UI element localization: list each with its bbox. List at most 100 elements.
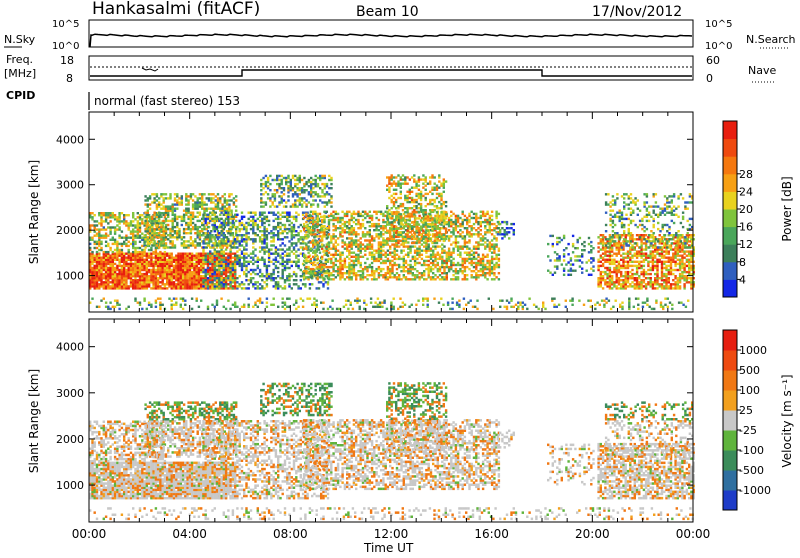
heatmap-cell — [434, 254, 436, 256]
heatmap-cell — [362, 219, 364, 221]
heatmap-cell — [448, 235, 450, 237]
heatmap-cell — [128, 214, 130, 216]
heatmap-cell — [391, 211, 393, 213]
heatmap-cell — [380, 268, 382, 270]
heatmap-cell — [344, 262, 346, 264]
heatmap-cell — [166, 259, 168, 261]
heatmap-cell — [162, 263, 164, 265]
heatmap-cell — [176, 208, 178, 210]
heatmap-cell — [141, 245, 143, 247]
heatmap-cell — [317, 266, 319, 268]
heatmap-cell — [261, 285, 263, 287]
heatmap-cell — [232, 277, 234, 279]
heatmap-cell — [167, 208, 169, 210]
heatmap-cell — [321, 201, 323, 203]
heatmap-cell — [146, 224, 148, 226]
heatmap-cell — [156, 220, 158, 222]
heatmap-cell — [319, 276, 321, 278]
heatmap-cell — [421, 250, 423, 252]
heatmap-cell — [191, 267, 193, 269]
heatmap-cell — [293, 261, 295, 263]
heatmap-cell — [373, 239, 375, 241]
heatmap-cell — [477, 243, 479, 245]
heatmap-cell — [209, 250, 211, 252]
heatmap-cell — [263, 248, 265, 250]
heatmap-cell — [227, 287, 229, 289]
heatmap-cell — [148, 263, 150, 265]
heatmap-cell — [302, 212, 304, 214]
heatmap-cell — [105, 241, 107, 243]
heatmap-cell — [139, 241, 141, 243]
heatmap-cell — [284, 267, 286, 269]
heatmap-cell — [405, 245, 407, 247]
heatmap-cell — [223, 267, 225, 269]
heatmap-cell — [184, 285, 186, 287]
heatmap-cell — [207, 230, 209, 232]
heatmap-cell — [325, 281, 327, 283]
heatmap-cell — [285, 181, 287, 183]
heatmap-cell — [160, 195, 162, 197]
heatmap-cell — [223, 214, 225, 216]
heatmap-cell — [128, 249, 130, 251]
heatmap-cell — [312, 199, 314, 201]
heatmap-cell — [373, 270, 375, 272]
heatmap-cell — [245, 279, 247, 281]
heatmap-cell — [317, 177, 319, 179]
heatmap-cell — [482, 254, 484, 256]
heatmap-cell — [380, 235, 382, 237]
heatmap-cell — [284, 265, 286, 267]
heatmap-cell — [273, 271, 275, 273]
heatmap-cell — [315, 179, 317, 181]
heatmap-cell — [278, 175, 280, 177]
heatmap-cell — [194, 208, 196, 210]
heatmap-cell — [434, 245, 436, 247]
heatmap-cell — [326, 237, 328, 239]
heatmap-cell — [230, 193, 232, 195]
heatmap-cell — [380, 262, 382, 264]
heatmap-cell — [218, 287, 220, 289]
heatmap-cell — [468, 254, 470, 256]
heatmap-cell — [192, 199, 194, 201]
heatmap-cell — [216, 269, 218, 271]
heatmap-cell — [279, 222, 281, 224]
heatmap-cell — [243, 287, 245, 289]
heatmap-cell — [337, 266, 339, 268]
heatmap-cell — [335, 211, 337, 213]
heatmap-cell — [293, 224, 295, 226]
heatmap-cell — [378, 258, 380, 260]
heatmap-cell — [386, 205, 388, 207]
heatmap-cell — [486, 266, 488, 268]
heatmap-cell — [351, 248, 353, 250]
heatmap-cell — [395, 236, 397, 238]
heatmap-cell — [373, 258, 375, 260]
noise-trace — [90, 34, 692, 47]
heatmap-cell — [310, 276, 312, 278]
heatmap-cell — [491, 229, 493, 231]
heatmap-cell — [146, 275, 148, 277]
heatmap-cell — [300, 253, 302, 255]
heatmap-cell — [295, 279, 297, 281]
heatmap-cell — [432, 262, 434, 264]
heatmap-cell — [216, 242, 218, 244]
heatmap-cell — [281, 175, 283, 177]
heatmap-cell — [96, 271, 98, 273]
heatmap-cell — [301, 199, 303, 201]
heatmap-cell — [466, 254, 468, 256]
heatmap-cell — [468, 239, 470, 241]
heatmap-cell — [205, 232, 207, 234]
heatmap-cell — [299, 193, 301, 195]
heatmap-cell — [116, 216, 118, 218]
heatmap-cell — [382, 219, 384, 221]
heatmap-cell — [187, 216, 189, 218]
heatmap-cell — [143, 263, 145, 265]
heatmap-cell — [319, 252, 321, 254]
heatmap-cell — [105, 281, 107, 283]
heatmap-cell — [482, 221, 484, 223]
heatmap-cell — [434, 266, 436, 268]
heatmap-cell — [341, 211, 343, 213]
heatmap-cell — [223, 271, 225, 273]
heatmap-cell — [443, 260, 445, 262]
heatmap-cell — [296, 183, 298, 185]
heatmap-cell — [371, 270, 373, 272]
heatmap-cell — [405, 276, 407, 278]
